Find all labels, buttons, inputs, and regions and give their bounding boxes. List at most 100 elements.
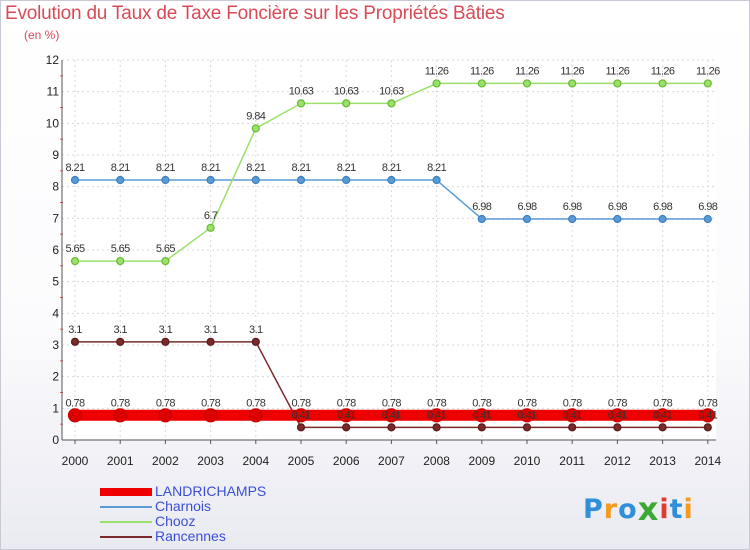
data-label: 3.1: [113, 324, 127, 336]
y-tick-label: 5: [52, 275, 59, 289]
data-label: 0.78: [472, 397, 491, 409]
y-tick-label: 3: [52, 338, 59, 352]
data-point: [384, 408, 399, 423]
data-point: [342, 423, 351, 432]
data-label: 0.41: [608, 409, 627, 421]
data-label: 8.21: [427, 162, 446, 174]
legend-label: Chooz: [155, 513, 196, 529]
data-label: 6.98: [517, 201, 536, 213]
data-point: [161, 175, 170, 185]
data-label: 11.26: [470, 65, 494, 77]
data-point: [116, 337, 125, 346]
data-point: [293, 408, 309, 423]
x-tick-label: 2010: [514, 454, 541, 468]
data-label: 11.26: [425, 65, 449, 77]
data-label: 6.7: [204, 210, 218, 222]
data-point: [613, 214, 622, 224]
data-label: 0.41: [427, 409, 446, 421]
y-tick-label: 10: [46, 116, 60, 130]
logo-letter: x: [637, 490, 660, 528]
data-label: 6.98: [563, 201, 582, 213]
data-point: [477, 214, 486, 224]
x-tick-label: 2007: [378, 454, 405, 468]
data-label: 11.26: [696, 65, 720, 77]
data-point: [613, 79, 622, 88]
x-tick-label: 2013: [649, 454, 676, 468]
unit-label: (en %): [24, 28, 60, 42]
data-point: [658, 79, 667, 88]
data-point: [387, 175, 396, 185]
legend-label: Charnois: [155, 498, 212, 514]
logo-letter: o: [618, 494, 638, 525]
data-label: 0.41: [472, 409, 491, 421]
data-label: 11.26: [515, 65, 539, 77]
data-label-layer: 0.78 0.78 0.78 0.78 0.78 0.78 0.78 0.78 0.78 0.78…: [65, 65, 720, 421]
data-point: [658, 214, 667, 224]
data-label: 9.84: [246, 110, 265, 122]
data-label: 10.63: [379, 85, 404, 97]
data-label: 0.41: [517, 409, 536, 421]
logo-letter: P: [583, 494, 604, 525]
y-tick-label: 0: [52, 433, 59, 447]
data-label: 8.21: [111, 162, 130, 174]
x-tick-label: 2014: [694, 454, 721, 468]
data-point: [342, 99, 351, 108]
data-point: [206, 175, 215, 185]
data-label: 0.78: [111, 397, 130, 409]
data-label: 0.78: [517, 397, 536, 409]
data-point: [474, 408, 489, 423]
data-label: 0.78: [653, 397, 672, 409]
x-tick-label: 2002: [152, 454, 179, 468]
legend-swatch: [100, 487, 152, 496]
data-label: 6.98: [472, 201, 491, 213]
legend-label: LANDRICHAMPS: [155, 483, 267, 499]
logo-letter: r: [603, 494, 619, 525]
data-point: [342, 175, 351, 185]
legend-item-rancennes: Rancennes: [100, 529, 266, 544]
legend: LANDRICHAMPS Charnois Chooz Rancennes: [100, 484, 266, 544]
data-label: 8.21: [382, 162, 401, 174]
y-tick-label: 4: [52, 306, 59, 320]
data-point: [206, 337, 215, 346]
data-point: [477, 423, 486, 432]
data-label: 11.26: [606, 65, 630, 77]
y-tick-label: 2: [52, 370, 59, 384]
y-tick-label: 9: [52, 148, 59, 162]
data-point: [206, 223, 215, 232]
data-point: [116, 256, 125, 266]
series-landrichamps: [67, 408, 715, 423]
data-point: [613, 423, 622, 432]
data-point: [161, 337, 170, 346]
data-point: [610, 408, 625, 423]
x-tick-label: 2009: [468, 454, 495, 468]
data-label: 0.78: [337, 397, 356, 409]
data-point: [432, 175, 441, 185]
legend-item-charnois: Charnois: [100, 499, 266, 514]
data-label: 3.1: [68, 324, 82, 336]
data-point: [387, 99, 396, 108]
y-tick-label: 12: [46, 53, 60, 67]
data-label: 0.78: [608, 397, 627, 409]
data-label: 3.1: [204, 324, 218, 336]
data-label: 8.21: [65, 162, 84, 174]
data-label: 6.98: [698, 201, 717, 213]
data-point: [432, 79, 441, 88]
data-point: [655, 408, 670, 423]
data-label: 8.21: [337, 162, 356, 174]
data-point: [568, 79, 577, 88]
data-point: [339, 408, 354, 423]
data-label: 0.41: [563, 409, 582, 421]
data-label: 11.26: [651, 65, 675, 77]
data-label: 10.63: [334, 85, 359, 97]
data-label: 0.41: [382, 409, 401, 421]
data-label: 6.98: [653, 201, 672, 213]
x-tick-label: 2004: [242, 454, 269, 468]
data-point: [296, 175, 306, 185]
x-tick-label: 2000: [62, 454, 89, 468]
legend-swatch: [100, 535, 152, 538]
legend-swatch: [100, 520, 152, 523]
data-point: [477, 79, 486, 88]
data-label: 5.65: [156, 243, 175, 255]
